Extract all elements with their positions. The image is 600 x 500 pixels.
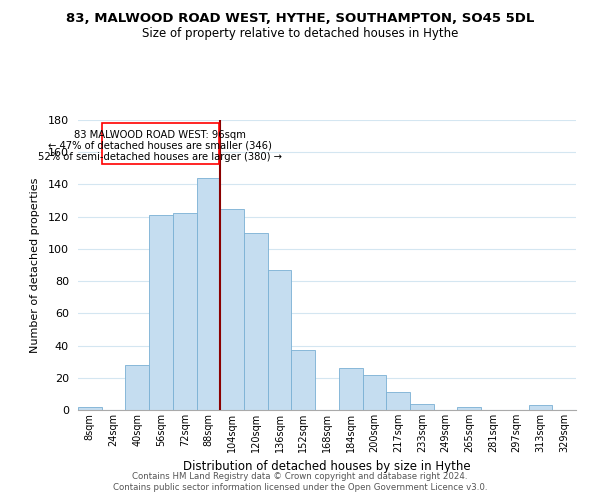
Text: Contains HM Land Registry data © Crown copyright and database right 2024.: Contains HM Land Registry data © Crown c… [132, 472, 468, 481]
Bar [292, 350, 315, 410]
Text: 83, MALWOOD ROAD WEST, HYTHE, SOUTHAMPTON, SO45 5DL: 83, MALWOOD ROAD WEST, HYTHE, SOUTHAMPTO… [66, 12, 534, 26]
Bar [173, 214, 197, 410]
X-axis label: Distribution of detached houses by size in Hythe: Distribution of detached houses by size … [183, 460, 471, 473]
Bar [102, 123, 219, 164]
Bar [244, 233, 268, 410]
Bar [386, 392, 410, 410]
Bar [410, 404, 434, 410]
Text: 52% of semi-detached houses are larger (380) →: 52% of semi-detached houses are larger (… [38, 152, 283, 162]
Text: Contains public sector information licensed under the Open Government Licence v3: Contains public sector information licen… [113, 484, 487, 492]
Y-axis label: Number of detached properties: Number of detached properties [29, 178, 40, 352]
Bar [457, 407, 481, 410]
Bar [220, 208, 244, 410]
Bar [268, 270, 292, 410]
Bar [149, 215, 173, 410]
Text: ← 47% of detached houses are smaller (346): ← 47% of detached houses are smaller (34… [49, 141, 272, 151]
Bar [125, 365, 149, 410]
Text: Size of property relative to detached houses in Hythe: Size of property relative to detached ho… [142, 28, 458, 40]
Bar [529, 405, 552, 410]
Bar [197, 178, 220, 410]
Bar [78, 407, 102, 410]
Text: 83 MALWOOD ROAD WEST: 96sqm: 83 MALWOOD ROAD WEST: 96sqm [74, 130, 247, 140]
Bar [339, 368, 362, 410]
Bar [362, 374, 386, 410]
